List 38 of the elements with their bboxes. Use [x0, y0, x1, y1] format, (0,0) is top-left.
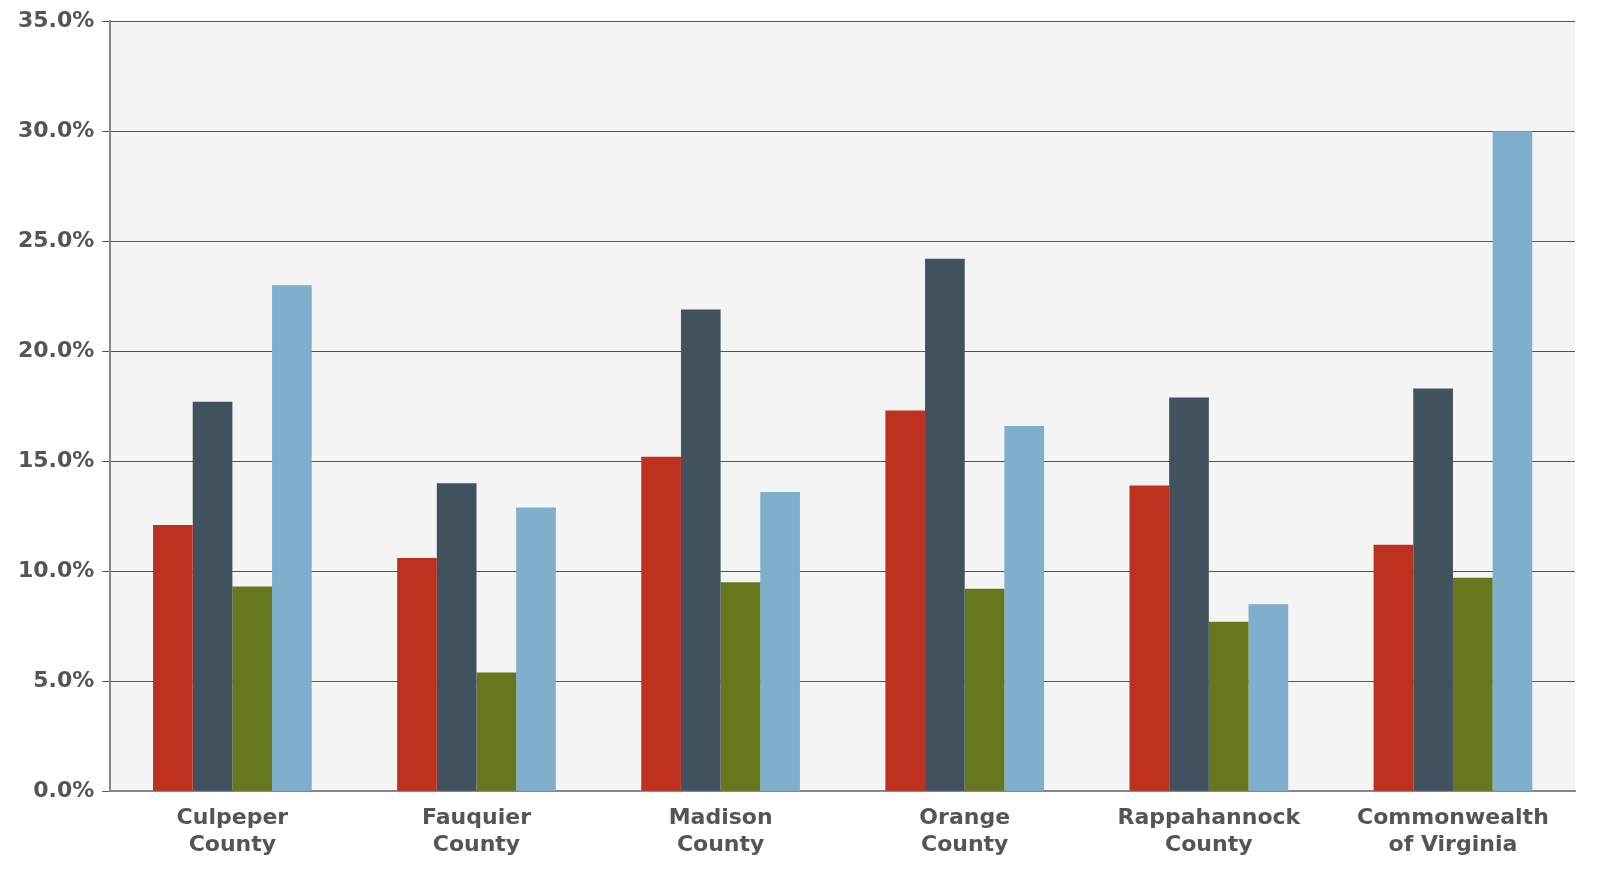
bar — [1169, 397, 1209, 791]
bar — [1413, 388, 1453, 791]
bar — [1004, 426, 1045, 791]
bar — [476, 672, 517, 791]
y-tick-label: 5.0% — [33, 666, 95, 692]
bar — [1373, 544, 1414, 791]
y-tick-label: 20.0% — [18, 336, 95, 362]
x-tick-label: Orange County — [919, 804, 1011, 856]
bar — [516, 507, 556, 791]
bar — [680, 309, 721, 791]
bar — [925, 258, 965, 791]
y-tick-label: 25.0% — [18, 226, 95, 252]
y-tick-label: 0.0% — [33, 776, 95, 802]
bar — [272, 285, 312, 791]
bar — [641, 456, 681, 791]
bar — [720, 582, 761, 791]
x-tick-label: Fauquier County — [422, 804, 532, 856]
x-tick-label: Culpeper County — [176, 804, 289, 856]
bar — [192, 401, 233, 791]
bar — [153, 525, 193, 791]
x-tick-label: Rappahannock County — [1117, 804, 1302, 856]
bar — [232, 586, 273, 791]
bar — [1452, 577, 1493, 791]
x-tick-label: Madison County — [668, 804, 773, 856]
bar — [1208, 621, 1249, 791]
y-tick-label: 35.0% — [18, 6, 95, 32]
bar — [964, 588, 1005, 791]
bar — [436, 483, 477, 791]
bar — [397, 558, 437, 791]
bar — [1248, 604, 1289, 791]
y-tick-label: 10.0% — [18, 556, 95, 582]
bar — [1492, 131, 1533, 791]
bar — [1129, 485, 1170, 791]
x-tick-label: Commonwealth of Virginia — [1357, 804, 1549, 856]
bar — [885, 410, 926, 791]
bar — [760, 492, 800, 791]
y-tick-label: 30.0% — [18, 116, 95, 142]
y-tick-label: 15.0% — [18, 446, 95, 472]
